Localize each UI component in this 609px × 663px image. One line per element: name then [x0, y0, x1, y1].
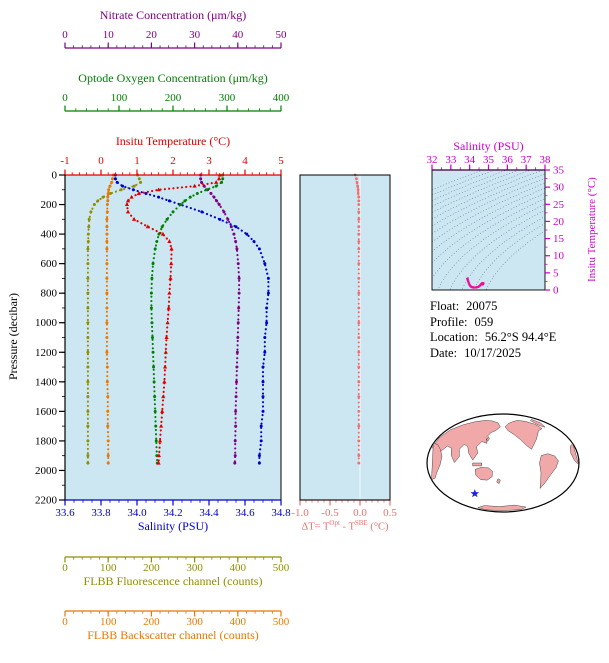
delta-t-title-part: ΔT= T — [301, 521, 330, 533]
svg-text:400: 400 — [41, 229, 58, 241]
svg-text:34.0: 34.0 — [127, 507, 147, 519]
svg-text:0.0: 0.0 — [353, 507, 367, 519]
svg-text:200: 200 — [143, 562, 160, 574]
svg-text:300: 300 — [186, 562, 203, 574]
svg-text:35: 35 — [483, 154, 495, 166]
svg-text:2200: 2200 — [35, 495, 58, 507]
float-info-block: Float: 20075 Profile: 059 Location: 56.2°S … — [430, 299, 556, 361]
svg-text:20: 20 — [146, 29, 158, 41]
svg-text:0: 0 — [62, 29, 68, 41]
svg-text:100: 100 — [100, 562, 117, 574]
date-value: 10/17/2025 — [464, 345, 522, 360]
svg-text:2000: 2000 — [35, 465, 58, 477]
svg-text:50: 50 — [276, 29, 288, 41]
svg-text:10: 10 — [103, 29, 115, 41]
svg-text:5: 5 — [553, 267, 559, 279]
svg-text:30: 30 — [553, 182, 565, 194]
float-info-row: Location: 56.2°S 94.4°E — [430, 330, 556, 346]
svg-text:300: 300 — [186, 616, 203, 628]
svg-text:3: 3 — [206, 155, 212, 167]
svg-text:1: 1 — [134, 155, 140, 167]
delta-t-axis-title: ΔT= TOpt - TSBE (°C) — [288, 519, 402, 533]
svg-text:10: 10 — [553, 250, 565, 262]
svg-text:200: 200 — [165, 92, 182, 104]
svg-text:600: 600 — [41, 258, 58, 270]
svg-text:33: 33 — [445, 154, 457, 166]
svg-text:1400: 1400 — [35, 376, 58, 388]
backscatter-axis-title: FLBB Backscatter channel (counts) — [87, 628, 259, 642]
svg-text:32: 32 — [427, 154, 438, 166]
svg-text:4: 4 — [242, 155, 248, 167]
svg-text:-1.0: -1.0 — [291, 507, 309, 519]
svg-text:40: 40 — [232, 29, 244, 41]
svg-text:400: 400 — [230, 562, 247, 574]
svg-text:20: 20 — [553, 216, 565, 228]
svg-text:500: 500 — [273, 616, 290, 628]
nitrate-axis-title: Nitrate Concentration (μm/kg) — [99, 8, 247, 22]
svg-text:33.8: 33.8 — [91, 507, 111, 519]
svg-text:0: 0 — [553, 285, 559, 297]
svg-text:30: 30 — [189, 29, 201, 41]
svg-text:37: 37 — [521, 154, 533, 166]
delta-t-title-sup-sbe: SBE — [354, 519, 368, 527]
svg-text:34: 34 — [464, 154, 476, 166]
svg-text:0: 0 — [62, 616, 68, 628]
salinity-axis-title: Salinity (PSU) — [137, 519, 209, 533]
ts-diagram-salinity-axis-title: Salinity (PSU) — [453, 139, 524, 153]
svg-text:100: 100 — [100, 616, 117, 628]
svg-text:400: 400 — [230, 616, 247, 628]
svg-text:500: 500 — [273, 562, 290, 574]
delta-t-title-sup-opt: Opt — [329, 519, 340, 527]
svg-text:38: 38 — [540, 154, 552, 166]
oxygen-axis-title: Optode Oxygen Concentration (μm/kg) — [78, 71, 268, 85]
svg-text:34.6: 34.6 — [235, 507, 255, 519]
svg-text:200: 200 — [143, 616, 160, 628]
float-info-row: Date: 10/17/2025 — [430, 346, 556, 362]
svg-text:35: 35 — [553, 165, 565, 177]
delta-t-title-part: - T — [339, 521, 355, 533]
svg-text:0: 0 — [52, 170, 58, 182]
pressure-axis-title: Pressure (decibar) — [6, 293, 20, 381]
date-label: Date: — [430, 345, 458, 360]
svg-text:0: 0 — [62, 562, 68, 574]
svg-text:800: 800 — [41, 288, 58, 300]
svg-text:25: 25 — [553, 199, 565, 211]
ts-diagram-temperature-axis-title: Insitu Temperature (°C) — [586, 177, 598, 283]
svg-text:-1: -1 — [60, 155, 69, 167]
svg-text:1200: 1200 — [35, 347, 58, 359]
float-info-row: Profile: 059 — [430, 315, 556, 331]
location-value: 56.2°S 94.4°E — [484, 330, 557, 344]
location-label: Location: — [430, 330, 478, 344]
svg-text:34.8: 34.8 — [271, 507, 291, 519]
profile-label: Profile: — [430, 314, 468, 329]
svg-text:400: 400 — [273, 92, 290, 104]
svg-text:100: 100 — [111, 92, 128, 104]
svg-text:33.6: 33.6 — [55, 507, 75, 519]
svg-text:1000: 1000 — [35, 317, 58, 329]
svg-text:200: 200 — [41, 199, 58, 211]
svg-text:34.2: 34.2 — [163, 507, 182, 519]
float-value: 20075 — [466, 299, 498, 313]
svg-text:5: 5 — [278, 155, 284, 167]
temperature-axis-title: Insitu Temperature (°C) — [115, 134, 231, 148]
svg-text:0.5: 0.5 — [383, 507, 397, 519]
float-info-row: Float: 20075 — [430, 299, 556, 315]
float-label: Float: — [430, 299, 460, 313]
svg-text:2: 2 — [170, 155, 176, 167]
fluorescence-axis-title: FLBB Fluorescence channel (counts) — [83, 574, 263, 588]
svg-text:1600: 1600 — [35, 406, 58, 418]
svg-text:15: 15 — [553, 233, 565, 245]
delta-t-title-part: (°C) — [367, 521, 389, 533]
profile-value: 059 — [474, 314, 494, 329]
svg-text:34.4: 34.4 — [199, 507, 219, 519]
svg-text:300: 300 — [219, 92, 236, 104]
svg-text:1800: 1800 — [35, 435, 58, 447]
svg-text:0: 0 — [62, 92, 68, 104]
svg-text:-0.5: -0.5 — [321, 507, 339, 519]
svg-text:0: 0 — [98, 155, 104, 167]
svg-text:36: 36 — [502, 154, 514, 166]
